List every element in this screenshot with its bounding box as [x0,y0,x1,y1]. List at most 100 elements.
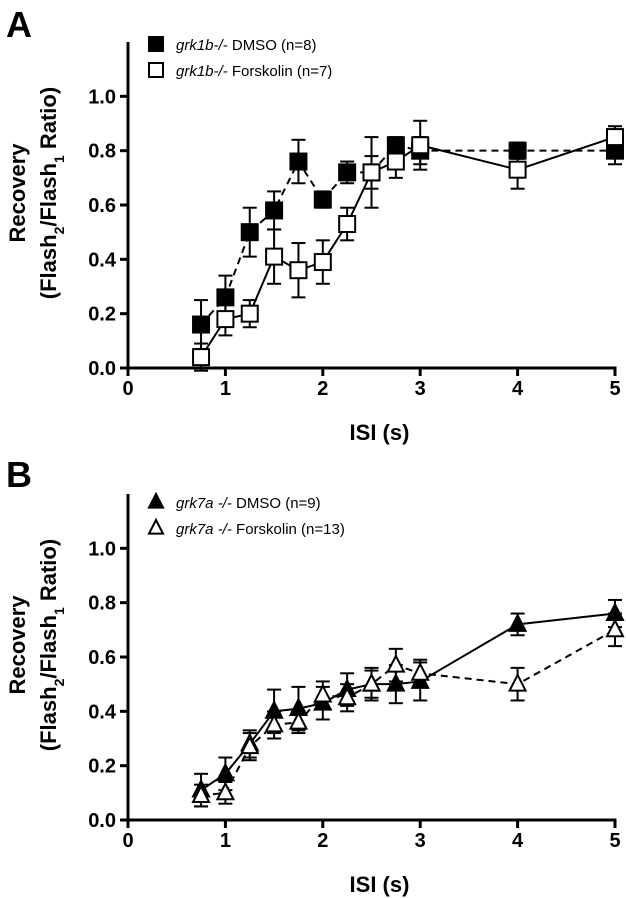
y-tick-label: 0.8 [88,593,116,615]
data-point [192,348,211,367]
data-point [605,618,625,638]
data-point [411,136,430,155]
legend-marker [148,62,164,78]
data-point [264,713,284,733]
series-2 [192,119,624,372]
data-point [313,190,332,209]
x-tick-label: 5 [609,830,620,852]
series-line [200,628,616,797]
y-tick-label: 0.6 [88,195,116,217]
y-tick-label: 1.0 [88,86,116,108]
data-point [240,735,260,755]
legend-label: grk7a -/- DMSO (n=9) [176,495,321,512]
y-label-part: /Flash [36,615,61,679]
y-tick-label: 0.0 [88,358,116,380]
x-tick-label: 0 [122,830,133,852]
data-point [410,661,430,681]
data-point [386,653,406,673]
panel-letter-b: B [6,454,32,495]
data-point [240,223,259,242]
data-point [289,152,308,171]
series-line [200,144,615,326]
legend-label-italic: grk7a -/- [176,495,232,512]
data-point [191,784,211,803]
y-label-subscript: 2 [51,226,67,234]
data-point [507,613,528,632]
legend-label: grk7a -/- Forskolin (n=13) [176,521,345,538]
x-tick-label: 2 [317,830,328,852]
y-tick-label: 0.0 [88,810,116,832]
data-point [288,710,309,730]
data-point [215,762,236,782]
data-point [265,201,284,220]
data-point [507,672,528,692]
x-tick-label: 4 [512,378,524,400]
y-tick-label: 0.2 [88,756,116,778]
legend-marker [147,491,165,509]
series-1 [191,598,625,808]
x-tick-label: 1 [220,378,231,400]
x-tick-label: 1 [220,830,231,852]
data-point [265,247,284,266]
legend-label-rest: DMSO (n=9) [232,495,321,512]
data-point [337,686,357,706]
series-line [200,612,616,791]
panel-letter-a: A [6,4,32,45]
data-point [362,163,381,182]
x-tick-label: 3 [415,830,426,852]
y-label-subscript: 2 [51,678,67,686]
data-point [192,315,211,334]
y-tick-label: 1.0 [88,538,116,560]
data-point [338,215,357,234]
x-axis-label: ISI (s) [350,872,410,897]
y-tick-label: 0.4 [88,701,117,723]
y-axis-label-sub: (Flash2/Flash1 Ratio) [36,539,67,751]
y-tick-label: 0.6 [88,647,116,669]
x-tick-label: 4 [512,830,524,852]
y-label-part: Ratio) [36,87,61,155]
y-label-part: /Flash [36,163,61,227]
y-label-part: (Flash [36,234,61,299]
y-label-subscript: 1 [51,607,67,615]
y-label-part: (Flash [36,686,61,751]
data-point [240,304,259,323]
y-axis-label-main: Recovery [5,595,30,695]
legend-label: grk1b-/- Forskolin (n=7) [176,63,332,80]
series-line [200,136,616,358]
data-point [313,683,333,703]
series-2 [191,612,625,808]
data-point [216,310,235,329]
data-point [386,672,406,692]
legend-marker [148,36,164,52]
y-axis-label-sub: (Flash2/Flash1 Ratio) [36,87,67,299]
legend-label: grk1b-/- DMSO (n=8) [176,37,316,54]
x-tick-label: 5 [609,378,620,400]
y-tick-label: 0.4 [88,249,117,271]
y-tick-label: 0.2 [88,304,116,326]
y-tick-label: 0.8 [88,141,116,163]
y-label-part: Ratio) [36,539,61,607]
legend-marker [147,517,165,535]
y-axis-label-main: Recovery [5,143,30,243]
data-point [508,160,527,179]
y-label-subscript: 1 [51,155,67,163]
legend-label-rest: Forskolin (n=13) [232,521,345,538]
legend-label-italic: grk7a -/- [176,521,232,538]
legend-label-italic: grk1b-/- [176,63,228,80]
panel-b: B 0 1 2 3 4 5 0.0 0.2 0.4 0.6 0.8 1.0 ISI (s) Recover… [5,454,625,897]
x-tick-label: 2 [317,378,328,400]
data-point [386,152,405,171]
x-tick-label: 0 [122,378,133,400]
panel-a: A 0 1 2 3 4 5 0.0 0.2 0.4 0.6 0.8 1.0 ISI (s) Recover… [5,4,624,445]
legend-label-italic: grk1b-/- [176,37,228,54]
data-point [361,672,382,692]
data-point [215,781,236,801]
data-point [313,253,332,272]
x-axis-label: ISI (s) [350,420,410,445]
data-point [289,261,308,280]
legend-label-rest: Forskolin (n=7) [228,63,333,80]
data-point [606,128,624,147]
data-point [338,163,357,182]
x-tick-label: 3 [415,378,426,400]
